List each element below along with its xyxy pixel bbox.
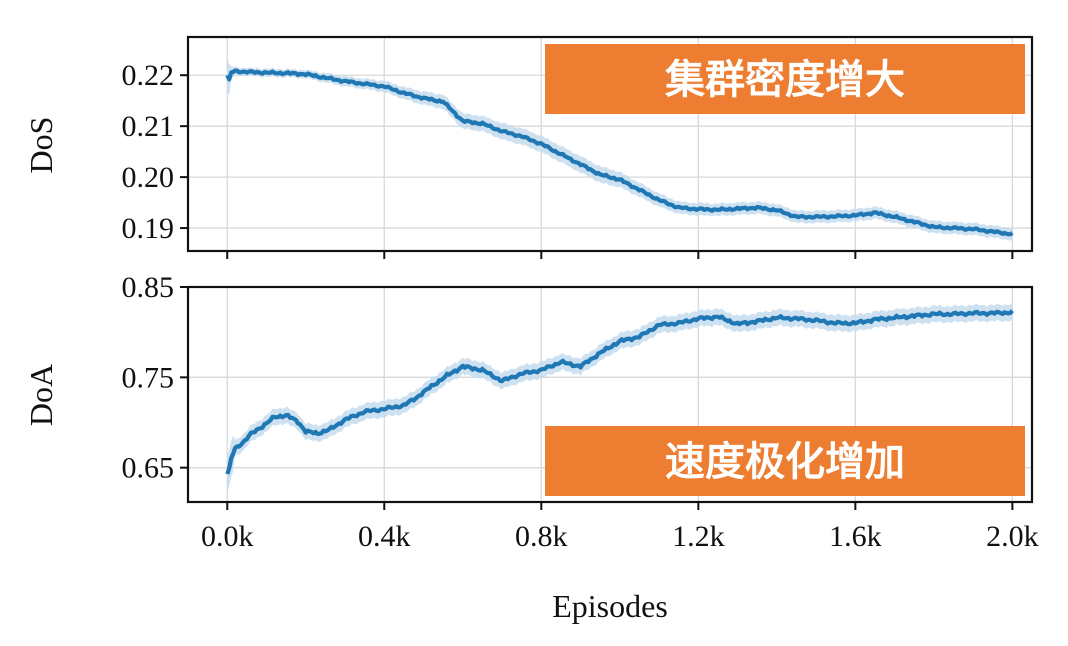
doa-plot-frame [186,285,1034,504]
dos-series-line [225,68,1014,237]
dos-ytick-label-2: 0.21 [122,110,175,143]
dos-ytick-label-0: 0.19 [122,212,175,245]
dos-plot-frame [186,35,1034,253]
doa-y-axis-label: DoA [23,364,59,426]
dos-panel: 集群密度增大 0.19 0.20 0.21 0.22 DoS [23,35,1034,259]
xtick-label-2: 0.8k [515,520,568,553]
xtick-label-3: 1.2k [672,520,725,553]
xtick-label-5: 2.0k [986,520,1039,553]
dos-annotation-box [545,44,1025,114]
doa-panel: 速度极化增加 0.65 0.75 0.85 0.0k 0.4k 0.8k 1.2k 1.6k 2.… [23,271,1039,553]
dos-y-axis-label: DoS [23,117,59,174]
doa-series-line [225,309,1014,475]
doa-ytick-label-0: 0.65 [122,452,175,485]
doa-annotation-box [545,426,1025,496]
doa-ytick-label-2: 0.85 [122,271,175,304]
doa-ytick-label-1: 0.75 [122,361,175,394]
dos-annotation-text: 集群密度增大 [664,57,905,103]
dos-confidence-band [227,57,1013,241]
dos-ytick-label-3: 0.22 [122,59,175,92]
x-axis-label: Episodes [552,588,668,624]
xtick-label-1: 0.4k [358,520,411,553]
xtick-label-4: 1.6k [829,520,882,553]
xtick-label-0: 0.0k [201,520,254,553]
dos-ytick-label-1: 0.20 [122,161,175,194]
doa-annotation-text: 速度极化增加 [665,439,905,485]
